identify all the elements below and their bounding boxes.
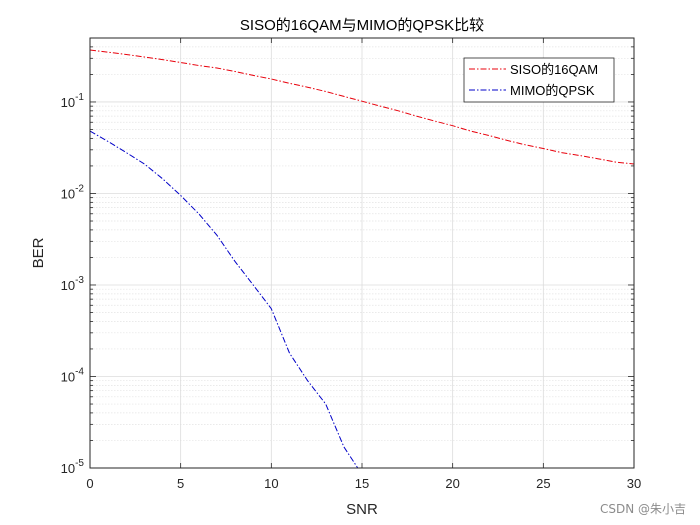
legend-label-siso-16qam: SISO的16QAM [510, 62, 598, 77]
series-lines [90, 49, 634, 468]
watermark: CSDN @朱小吉 [599, 502, 686, 516]
x-tick-label: 20 [445, 476, 459, 491]
legend-label-mimo-qpsk: MIMO的QPSK [510, 83, 595, 98]
x-tick-label: 30 [627, 476, 641, 491]
x-tick-label: 15 [355, 476, 369, 491]
x-tick-label: 0 [86, 476, 93, 491]
x-tick-label: 10 [264, 476, 278, 491]
y-axis-title: BER [30, 237, 47, 268]
legend: SISO的16QAM MIMO的QPSK [463, 57, 615, 103]
y-tick-labels: 10-5 10-4 10-3 10-2 10-1 [61, 92, 85, 476]
y-tick-label: 10-2 [61, 183, 85, 201]
series-line-mimo-qpsk [90, 130, 359, 468]
series-line-siso-16qam [90, 49, 634, 165]
legend-box [463, 57, 615, 103]
y-tick-label: 10-3 [61, 275, 85, 293]
x-tick-label: 5 [177, 476, 184, 491]
y-tick-label: 10-5 [61, 458, 85, 476]
axis-ticks [89, 38, 635, 469]
y-tick-label: 10-4 [61, 366, 85, 384]
x-tick-label: 25 [536, 476, 550, 491]
chart-title: SISO的16QAM与MIMO的QPSK比较 [240, 16, 484, 34]
y-tick-label: 10-1 [61, 92, 85, 110]
x-axis-title: SNR [346, 501, 378, 518]
x-tick-labels: 0 5 10 15 20 25 30 [86, 476, 641, 491]
